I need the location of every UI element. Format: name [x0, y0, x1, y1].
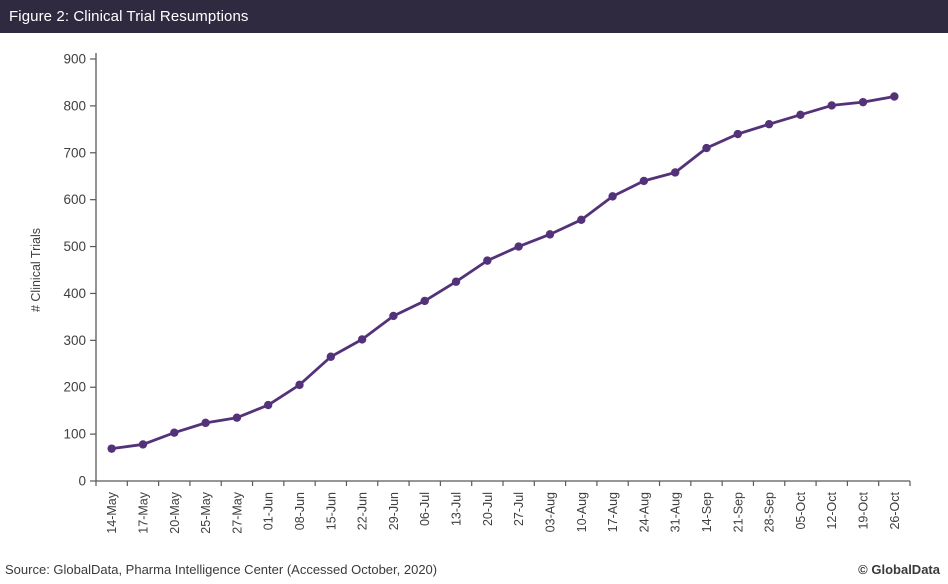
data-point [608, 192, 617, 201]
x-axis-ticks: 14-May 17-May 20-May 25-May 27-May 01-Jun 08-J… [95, 481, 911, 534]
x-tick-label: 01-Jun [262, 492, 276, 530]
data-point [451, 277, 461, 286]
data-point [670, 168, 680, 177]
x-tick-label: 27-May [230, 491, 244, 533]
source-note: Source: GlobalData, Pharma Intelligence … [5, 562, 438, 577]
y-axis-ticks: 0 100 200 300 400 500 600 700 800 900 [63, 52, 96, 489]
x-tick-label: 26-Oct [888, 491, 902, 529]
x-tick-label: 03-Aug [543, 492, 557, 532]
x-tick-label: 05-Oct [794, 491, 808, 529]
y-tick-label: 100 [63, 427, 86, 442]
x-tick-label: 20-Jul [481, 492, 495, 526]
copyright-note: © GlobalData [858, 562, 940, 577]
data-point [545, 230, 555, 239]
data-point [577, 215, 586, 225]
x-tick-label: 31-Aug [669, 492, 683, 532]
series-line [110, 95, 896, 451]
x-tick-label: 21-Sep [731, 492, 745, 532]
data-point [890, 92, 899, 101]
data-point [764, 119, 774, 129]
x-tick-label: 19-Oct [857, 491, 871, 529]
data-points [107, 92, 899, 453]
data-point [170, 428, 179, 437]
clinical-trials-line-chart: 0 100 200 300 400 500 600 700 800 900 14-May 17-May… [29, 52, 911, 534]
data-point [733, 129, 743, 139]
data-point [796, 110, 805, 119]
y-tick-label: 800 [63, 98, 86, 113]
x-tick-label: 27-Jul [512, 492, 526, 526]
x-tick-label: 24-Aug [637, 492, 651, 532]
data-point [858, 97, 868, 107]
x-tick-label: 17-May [136, 491, 150, 533]
y-tick-label: 400 [63, 286, 86, 301]
x-tick-label: 25-May [199, 491, 213, 533]
x-tick-label: 13-Jul [450, 492, 464, 526]
y-tick-label: 700 [63, 145, 86, 160]
x-tick-label: 08-Jun [293, 492, 307, 530]
line-chart: 0 100 200 300 400 500 600 700 800 900 14-May 17-May… [0, 33, 948, 553]
x-tick-label: 12-Oct [825, 491, 839, 529]
x-tick-label: 28-Sep [763, 492, 777, 532]
x-tick-label: 14-May [105, 491, 119, 533]
x-tick-label: 17-Aug [606, 492, 620, 532]
data-point [514, 242, 523, 251]
figure-title-bar: Figure 2: Clinical Trial Resumptions [0, 0, 948, 33]
y-axis-title: # Clinical Trials [29, 228, 43, 312]
data-point [138, 440, 148, 449]
chart-footer: Source: GlobalData, Pharma Intelligence … [0, 562, 948, 577]
x-tick-label: 06-Jul [418, 492, 432, 526]
data-point [702, 143, 711, 153]
data-point [107, 444, 116, 453]
x-tick-label: 29-Jun [387, 492, 401, 530]
data-point [389, 311, 398, 321]
y-tick-label: 600 [63, 192, 86, 207]
data-point [420, 296, 429, 306]
x-tick-label: 22-Jun [356, 492, 370, 530]
y-tick-label: 200 [63, 380, 86, 395]
data-point [357, 335, 367, 344]
y-tick-label: 300 [63, 333, 86, 348]
x-tick-label: 15-Jun [324, 492, 338, 530]
y-tick-label: 900 [63, 52, 86, 67]
data-point [639, 176, 649, 186]
data-point [295, 380, 304, 390]
data-point [263, 400, 273, 410]
x-tick-label: 14-Sep [700, 492, 714, 532]
y-tick-label: 500 [63, 239, 86, 254]
x-tick-label: 20-May [168, 491, 182, 533]
y-tick-label: 0 [78, 474, 86, 489]
data-point [232, 413, 242, 422]
data-point [326, 352, 336, 361]
figure-title: Figure 2: Clinical Trial Resumptions [9, 8, 249, 25]
data-point [483, 256, 492, 265]
x-tick-label: 10-Aug [575, 492, 589, 532]
data-point [827, 101, 836, 110]
data-point [201, 418, 210, 428]
